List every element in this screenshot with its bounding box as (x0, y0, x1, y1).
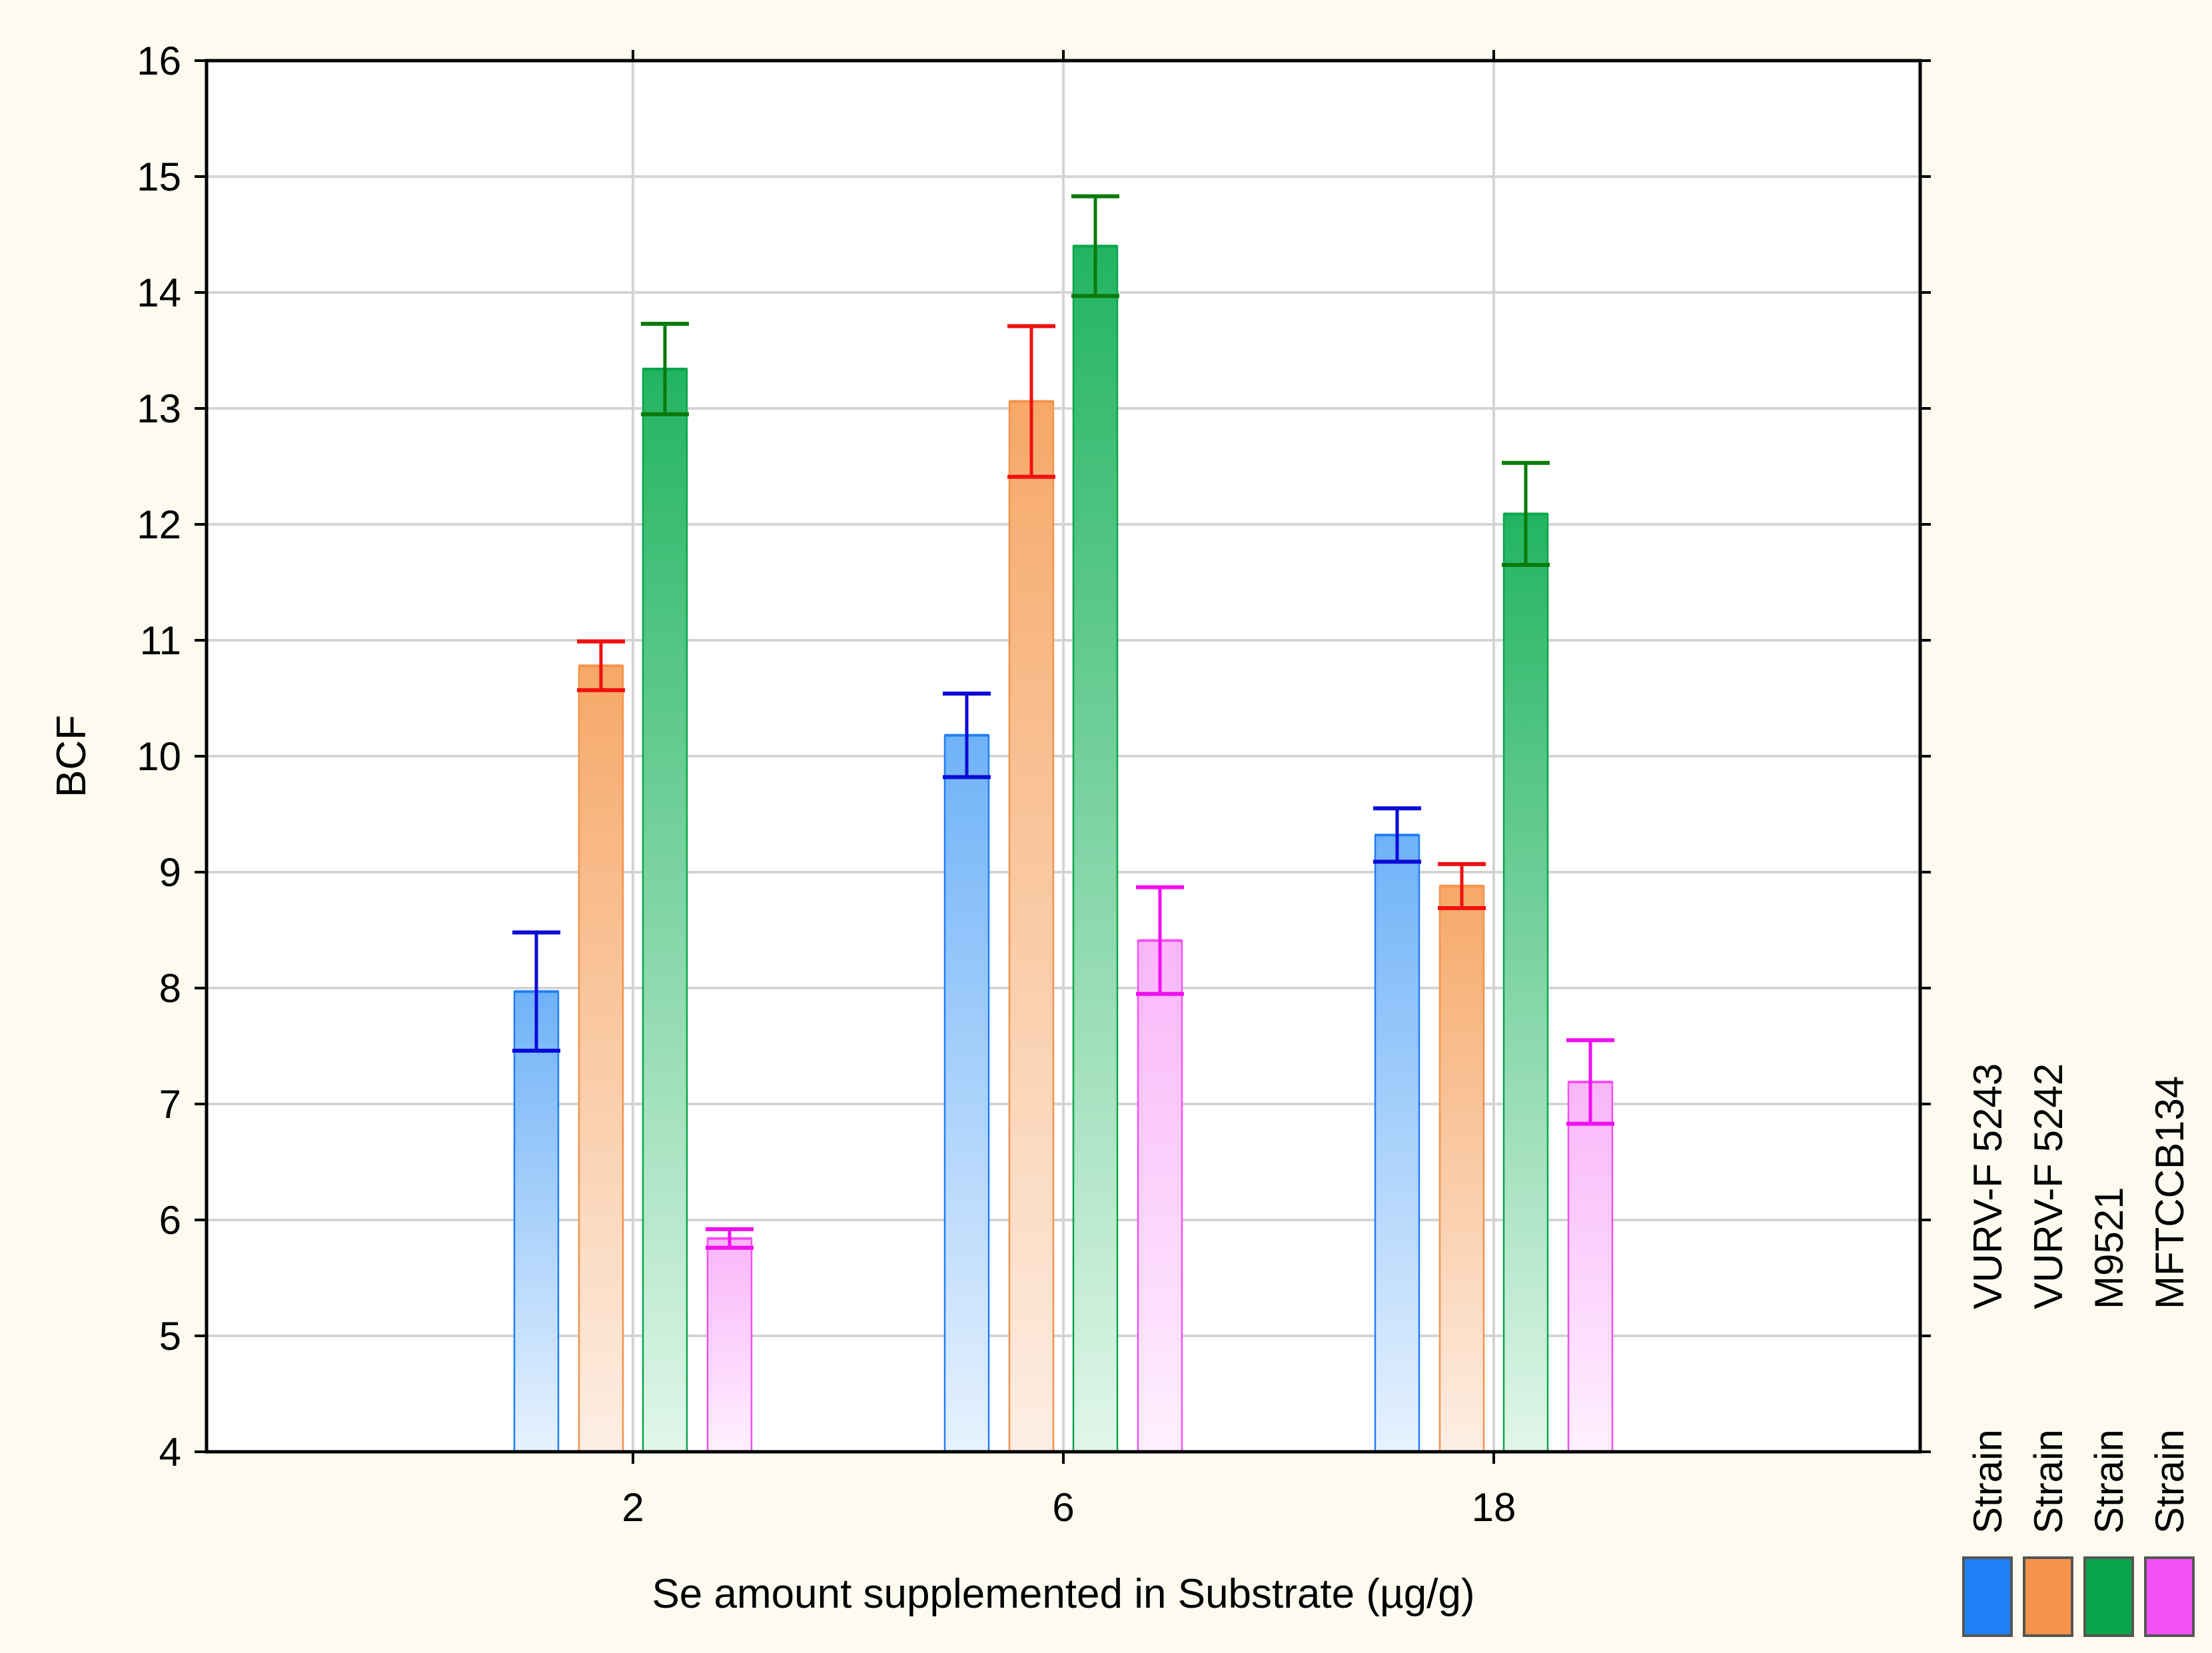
bar (706, 1237, 753, 1453)
y-tick-label: 12 (137, 502, 181, 547)
legend-swatch (2023, 1556, 2073, 1637)
bar (642, 368, 688, 1453)
grid-lines (207, 61, 1920, 1452)
y-tick-label: 10 (137, 734, 181, 779)
legend-entry: Strain VURV-F 5242 (2023, 1063, 2073, 1637)
bar (513, 990, 560, 1453)
x-tick-label: 6 (1052, 1485, 1074, 1530)
bar (1374, 834, 1420, 1453)
y-tick-label: 15 (137, 155, 181, 199)
bar (1502, 513, 1549, 1453)
bar (1567, 1081, 1614, 1453)
x-tick-label: 18 (1472, 1485, 1516, 1530)
x-axis-title: Se amount supplemented in Substrate (µg/… (652, 1571, 1474, 1617)
y-tick-label: 7 (159, 1082, 181, 1127)
legend-label: VURV-F 5242 (2026, 1063, 2071, 1309)
bar (578, 665, 624, 1453)
bar (1072, 245, 1119, 1453)
y-tick-label: 6 (159, 1198, 181, 1243)
x-tick-label: 2 (622, 1485, 644, 1530)
legend-entry: Strain M9521 (2083, 1187, 2134, 1637)
y-axis-title: BCF (49, 715, 95, 798)
y-tick-label: 5 (159, 1314, 181, 1359)
bar (1008, 400, 1055, 1453)
y-tick-label: 11 (140, 618, 181, 663)
bar (1137, 939, 1183, 1453)
axis-ticks (195, 50, 1931, 1464)
legend-prefix: Strain (2147, 1429, 2192, 1534)
legend-prefix: Strain (2087, 1429, 2131, 1534)
legend-label: M9521 (2087, 1187, 2131, 1309)
legend-label: VURV-F 5243 (1965, 1063, 2010, 1309)
legend-label: MFTCCB134 (2147, 1076, 2192, 1309)
legend-entry: Strain VURV-F 5243 (1962, 1063, 2013, 1637)
y-tick-label: 4 (159, 1430, 181, 1474)
y-tick-label: 9 (159, 850, 181, 895)
error-bars (512, 194, 1614, 1250)
y-tick-label: 16 (137, 39, 181, 83)
legend-swatch (1962, 1556, 2013, 1637)
bar (1438, 885, 1485, 1453)
y-tick-label: 14 (137, 271, 181, 315)
legend-prefix: Strain (2026, 1429, 2071, 1534)
y-tick-label: 13 (137, 386, 181, 431)
legend-entry: Strain MFTCCB134 (2144, 1076, 2195, 1637)
y-tick-label: 8 (159, 966, 181, 1011)
legend-prefix: Strain (1965, 1429, 2010, 1534)
bars (513, 245, 1614, 1453)
bar (943, 734, 990, 1453)
legend-swatch (2144, 1556, 2195, 1637)
legend-swatch (2083, 1556, 2134, 1637)
tick-labels: 4 5 6 7 8 9 10 11 12 13 14 15 16 2 6 18 (137, 39, 1516, 1530)
